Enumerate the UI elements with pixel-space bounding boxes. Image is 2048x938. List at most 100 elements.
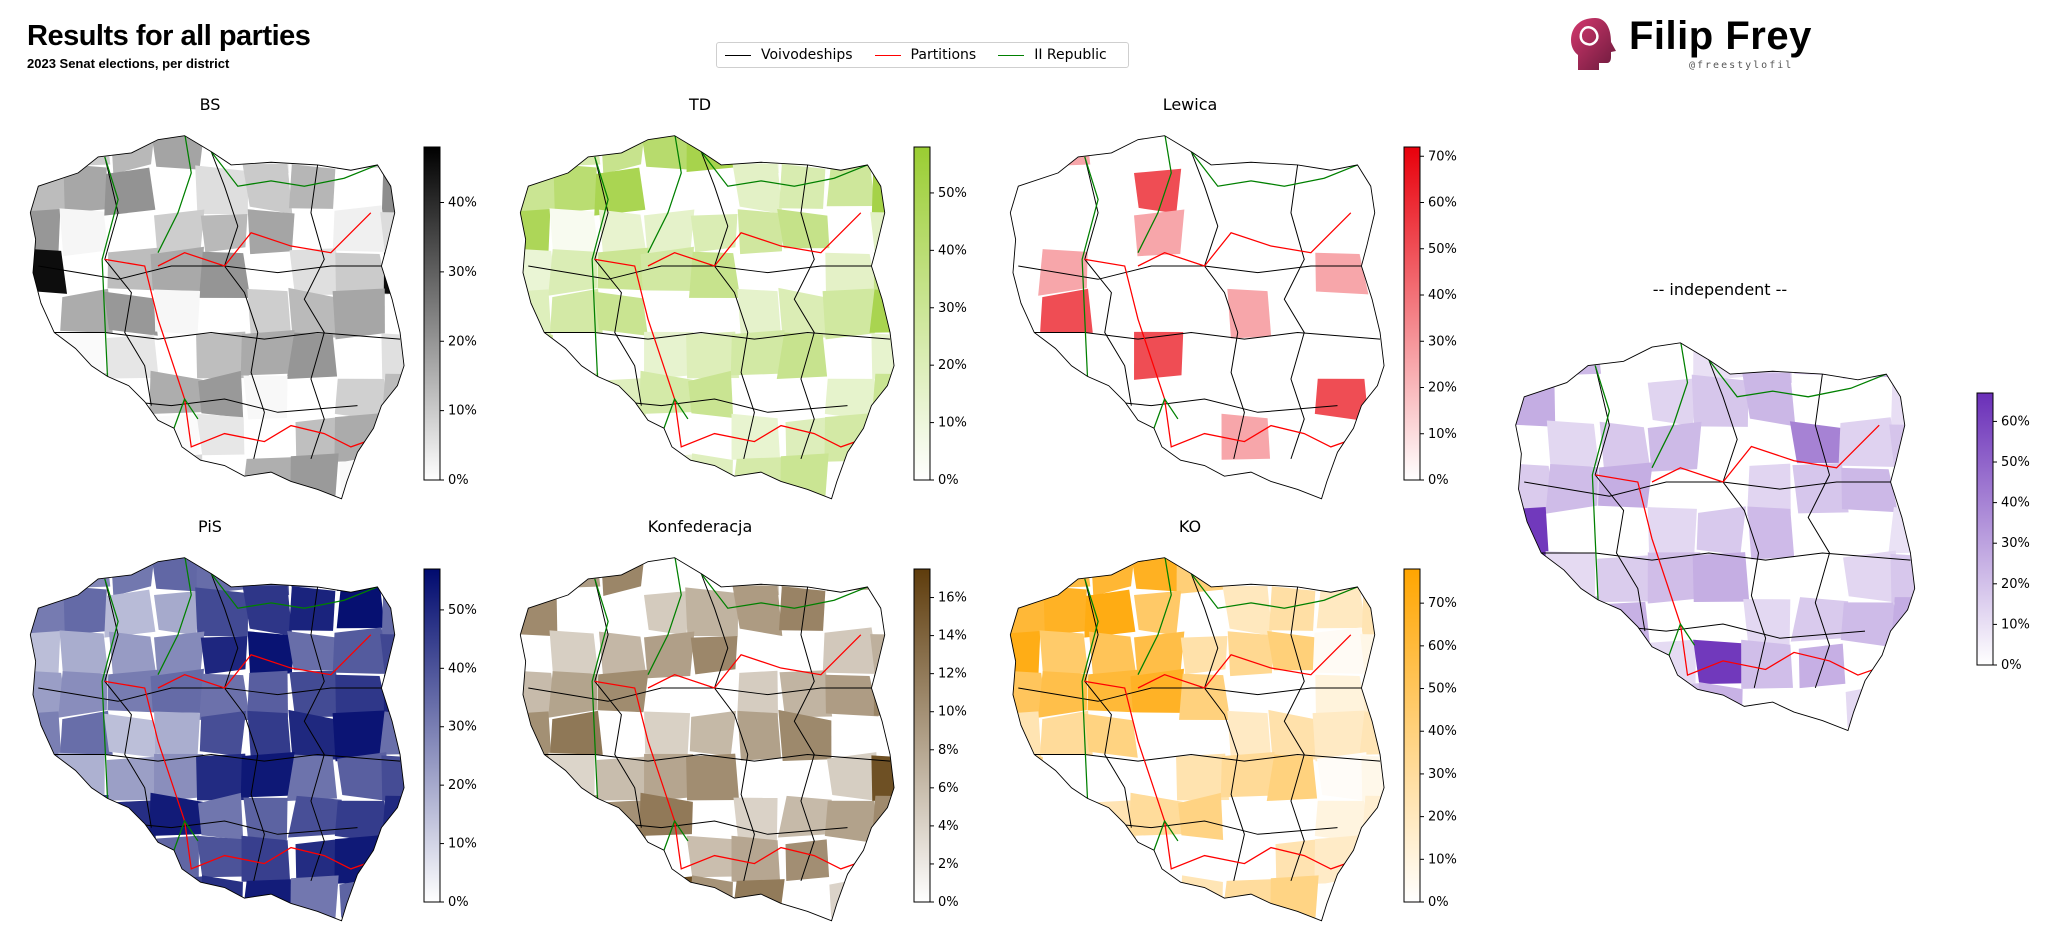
district-region <box>640 876 693 921</box>
colorbar-tick-label: 0% <box>448 895 469 910</box>
colorbar-tick-label: 10% <box>448 837 477 852</box>
district-region <box>107 247 159 291</box>
district-region <box>551 793 599 845</box>
district-region <box>30 376 64 419</box>
district-region <box>103 291 158 336</box>
map-background <box>30 135 405 499</box>
voivodeship-border <box>1538 552 1911 561</box>
district-region <box>732 585 783 636</box>
district-region <box>1741 639 1793 689</box>
district-region <box>1546 420 1599 472</box>
district-region <box>1692 552 1750 602</box>
district-region <box>1038 671 1088 718</box>
voivodeship-border <box>1084 398 1338 413</box>
voivodeship-border <box>104 398 358 413</box>
district-region <box>30 711 62 762</box>
district-region <box>1840 602 1899 649</box>
colorbar-tick-label: 30% <box>938 301 967 316</box>
colorbar-ko: 0% 10% 20% 30% 40% 50% 60% 70% <box>1403 568 1457 910</box>
district-region <box>690 213 738 253</box>
choropleth-map-ko <box>1009 557 1385 922</box>
map-title: KO <box>1178 517 1202 536</box>
colorbar-tick-label: 10% <box>448 404 477 419</box>
district-region <box>520 593 558 637</box>
district-region <box>247 670 288 721</box>
district-region <box>150 668 204 713</box>
colorbar-tick-label: 20% <box>1428 810 1457 825</box>
district-region <box>381 755 405 802</box>
district-region <box>689 251 741 298</box>
district-region <box>824 800 879 844</box>
district-region <box>686 753 740 801</box>
district-region <box>286 332 338 379</box>
colorbar-tick-label: 0% <box>938 895 959 910</box>
district-region <box>104 876 158 921</box>
map-background <box>1010 135 1385 499</box>
district-region <box>1515 637 1555 694</box>
district-region <box>689 710 736 757</box>
district-region <box>289 248 343 296</box>
district-region <box>1133 590 1182 636</box>
district-region <box>1360 634 1385 679</box>
district-region <box>154 289 201 335</box>
colorbar-gradient <box>913 568 931 903</box>
district-region <box>776 332 828 379</box>
colorbar-konfederacja: 0% 2% 4% 6% 8% 10% 12% 14% 16% <box>913 568 967 910</box>
district-region <box>1597 555 1653 603</box>
district-region <box>61 841 110 884</box>
district-region <box>596 756 649 801</box>
colorbar-tick-label: 40% <box>938 243 967 258</box>
district-region <box>520 834 557 886</box>
district-region <box>242 163 293 214</box>
colorbar-tick-label: 50% <box>1428 682 1457 697</box>
district-region <box>1083 713 1138 758</box>
district-region <box>336 752 389 802</box>
district-region <box>643 590 692 636</box>
colorbar-bs: 0% 10% 20% 30% 40% <box>423 146 477 488</box>
district-region <box>780 453 829 499</box>
ii-republic-border <box>1081 557 1358 851</box>
partition-border <box>157 634 372 689</box>
district-region <box>1550 342 1602 376</box>
district-region <box>1888 683 1915 731</box>
brand-handle: @freestylofil <box>1689 60 1794 71</box>
district-region <box>61 793 109 845</box>
partition-border <box>594 258 875 448</box>
voivodeship-border <box>528 265 877 280</box>
district-region <box>332 135 389 170</box>
district-region <box>1134 631 1185 679</box>
colorbar-gradient <box>913 146 931 481</box>
voivodeship-border <box>1190 573 1245 881</box>
map-legend: Voivodeships Partitions II Republic <box>716 42 1129 68</box>
partition-border <box>1084 258 1365 448</box>
district-region <box>150 246 204 291</box>
district-region <box>520 171 558 215</box>
country-outline <box>1009 557 1385 922</box>
district-region <box>1596 601 1650 643</box>
district-region <box>785 839 830 882</box>
district-region <box>1010 557 1043 596</box>
district-region <box>1890 597 1915 649</box>
colorbar-tick-label: 10% <box>2001 617 2030 632</box>
voivodeship-border <box>104 156 152 406</box>
district-region <box>58 671 108 718</box>
colorbar-tick-label: 40% <box>2001 496 2030 511</box>
colorbar-tick-label: 20% <box>448 334 477 349</box>
district-region <box>594 167 646 216</box>
voivodeship-border <box>1524 481 1897 497</box>
district-region <box>1742 373 1796 427</box>
colorbar-tick-label: 4% <box>938 819 959 834</box>
voivodeship-border <box>210 573 265 881</box>
district-region <box>597 247 649 291</box>
colorbar-tick-label: 20% <box>1428 381 1457 396</box>
voivodeship-border <box>594 156 642 406</box>
colorbar-tick-label: 50% <box>2001 455 2030 470</box>
district-region <box>1549 594 1600 649</box>
colorbar-tick-label: 12% <box>938 667 967 682</box>
district-region <box>60 288 113 333</box>
district-region <box>105 800 156 839</box>
district-region <box>1314 800 1369 844</box>
colorbar-tick-label: 50% <box>448 603 477 618</box>
district-region <box>196 331 250 379</box>
district-region <box>1269 586 1316 631</box>
